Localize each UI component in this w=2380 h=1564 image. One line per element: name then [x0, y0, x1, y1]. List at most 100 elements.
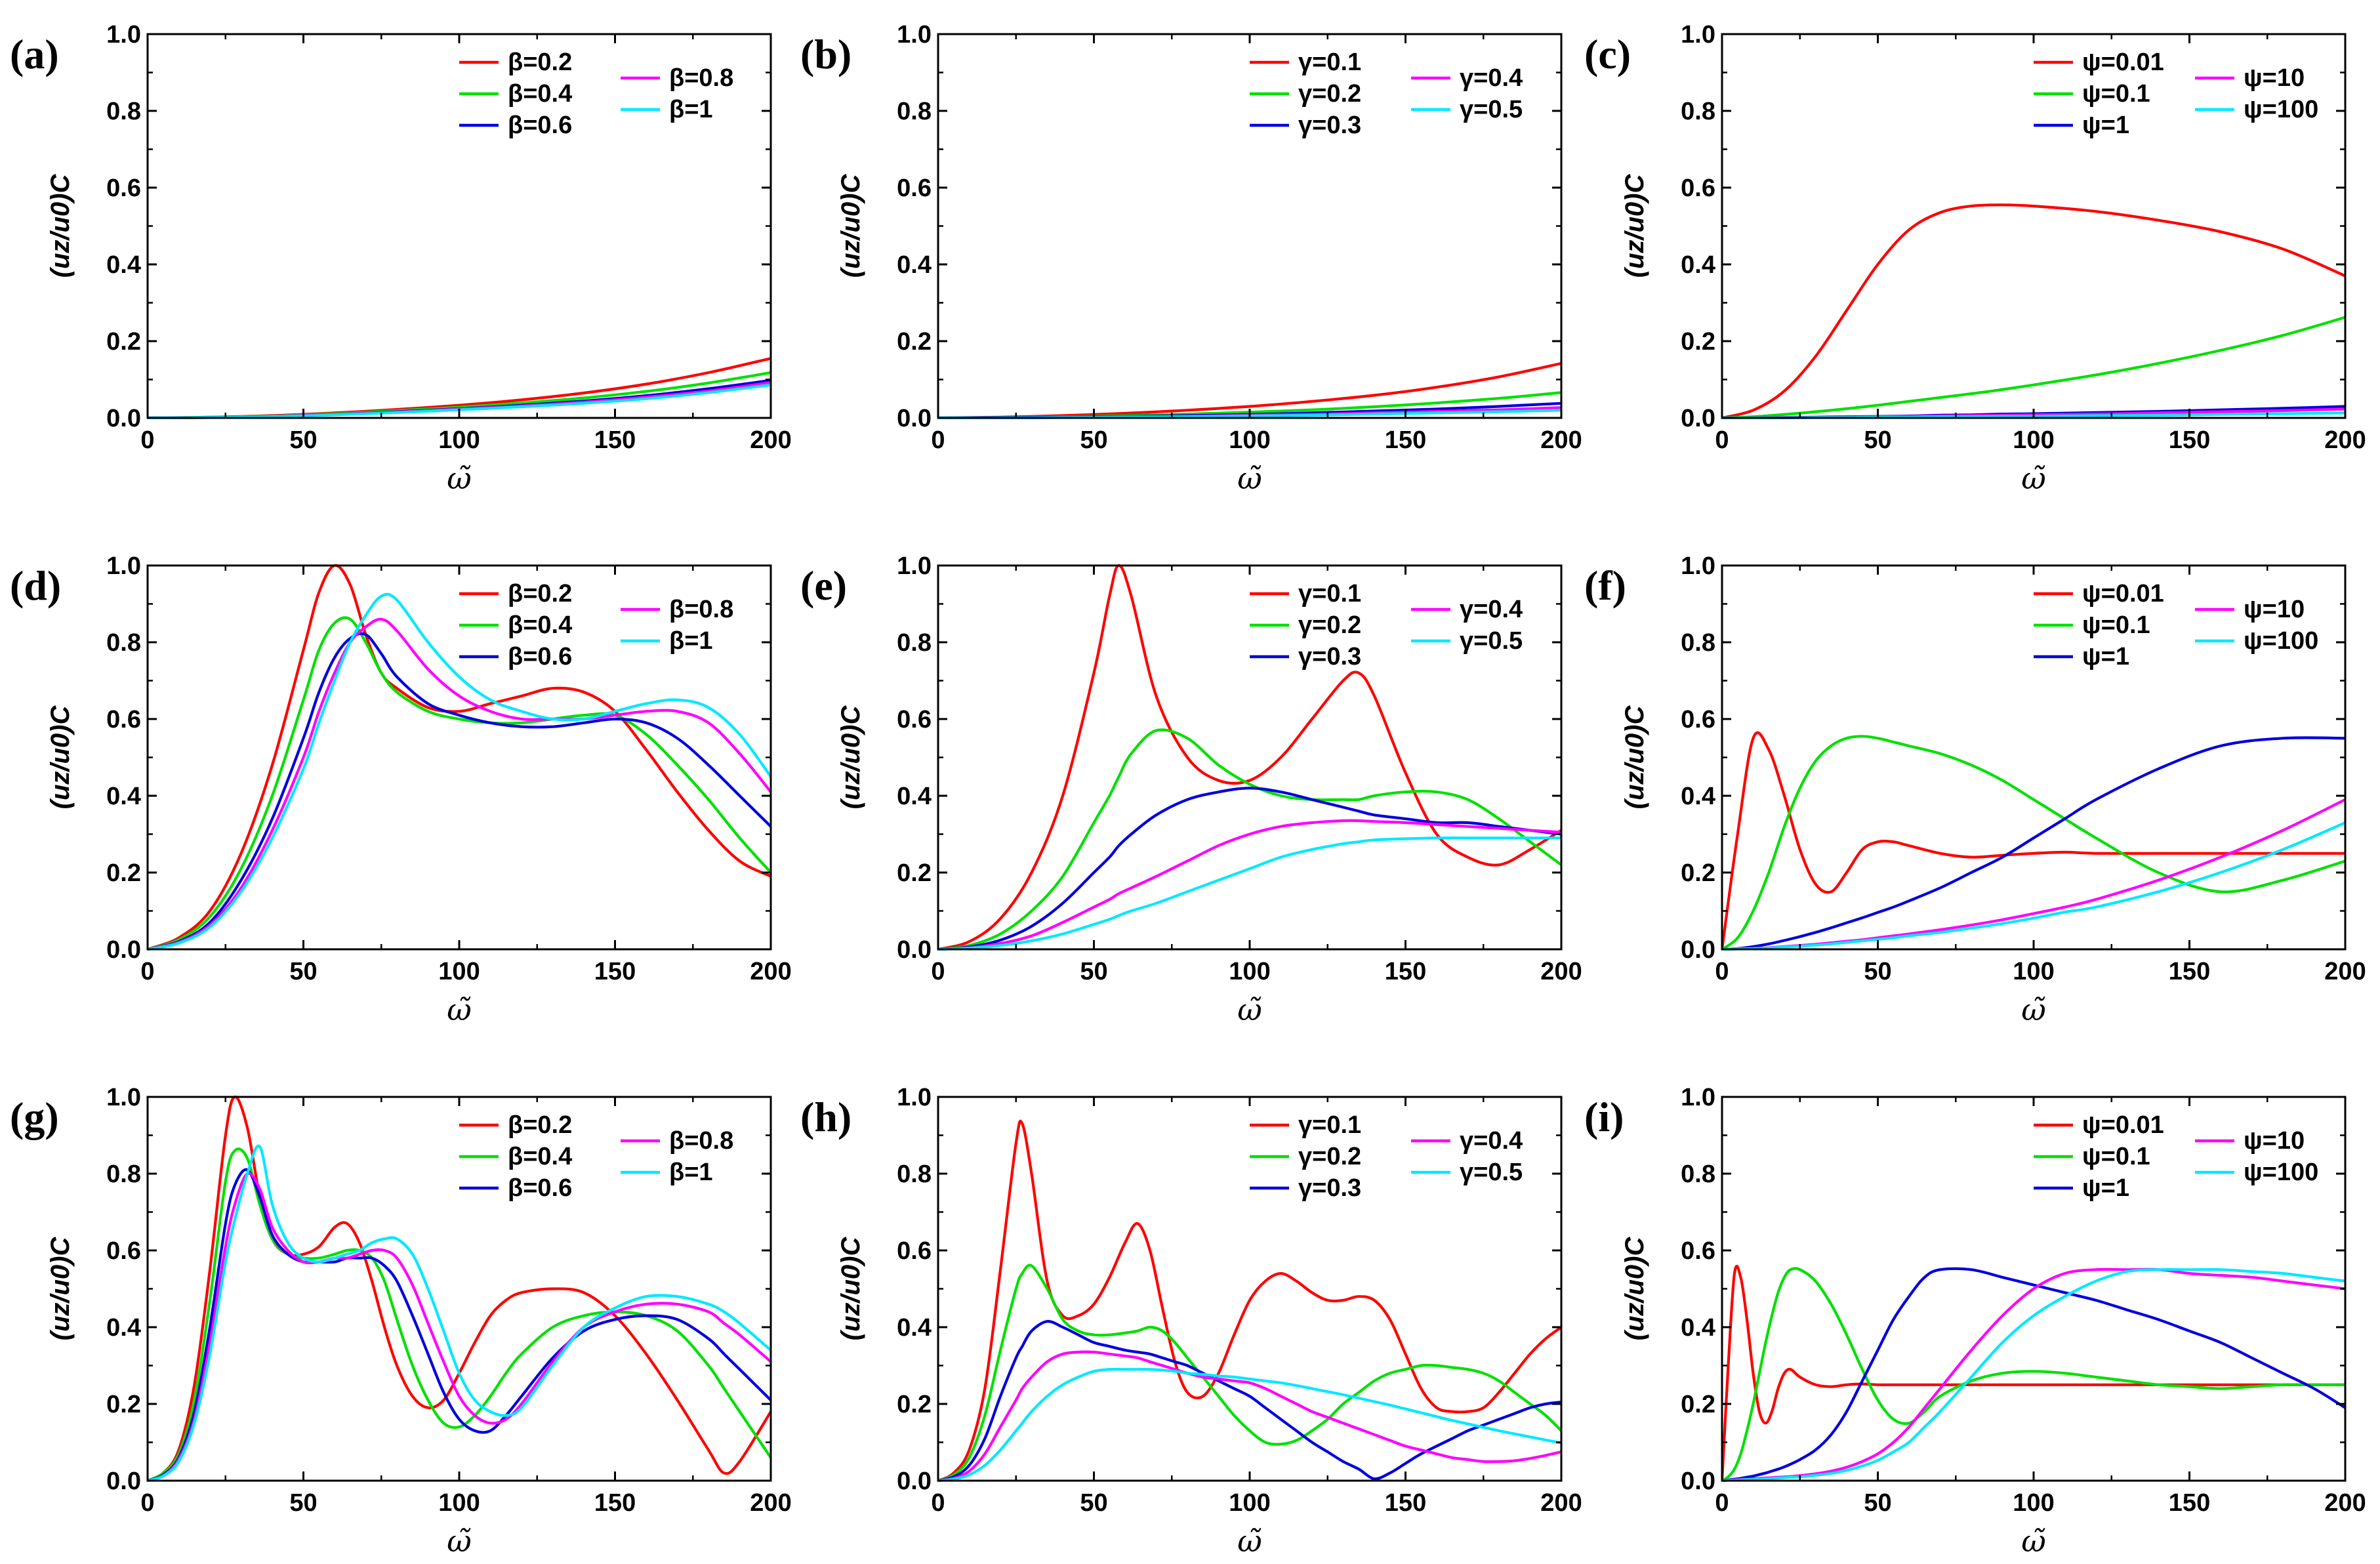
x-tick-label: 150	[594, 1489, 636, 1517]
legend-entry: ψ=100	[2244, 96, 2318, 123]
panel-b: 0 50 100 150 200 0.0 0.2 0.4 0.6 0.8 1.0 ω̃ (uz/u0)C…	[800, 21, 1582, 496]
legend-entry: ψ=1	[2082, 112, 2129, 139]
panel-label: (c)	[1584, 31, 1631, 77]
y-tick-label: 0.0	[106, 405, 141, 432]
y-tick-label: 0.8	[897, 98, 932, 125]
series-line-4	[938, 1350, 1561, 1482]
x-tick-label: 200	[1540, 426, 1582, 454]
y-tick-label: 0.6	[106, 175, 141, 202]
x-tick-label: 150	[1385, 958, 1426, 985]
y-tick-label: 0.0	[1681, 1468, 1715, 1495]
panel-label: (a)	[10, 31, 59, 77]
panel-label: (e)	[800, 562, 847, 609]
y-tick-label: 0.6	[1681, 1237, 1715, 1265]
series-line-1	[1722, 203, 2345, 419]
x-tick-label: 50	[289, 1489, 317, 1517]
y-tick-label: 0.2	[1681, 859, 1715, 887]
y-tick-label: 1.0	[106, 552, 141, 580]
y-tick-label: 0.6	[897, 706, 932, 733]
x-tick-label: 150	[1385, 426, 1426, 454]
legend-entry: β=0.4	[508, 80, 572, 108]
x-tick-label: 100	[2013, 426, 2054, 454]
series-line-5	[148, 1144, 771, 1482]
series-line-4	[148, 617, 771, 951]
x-tick-label: 100	[2013, 1489, 2054, 1517]
legend-entry: γ=0.4	[1460, 596, 1523, 623]
x-tick-label: 200	[750, 426, 791, 454]
legend-entry: ψ=100	[2244, 627, 2318, 655]
series-line-2	[1722, 316, 2345, 419]
x-tick-label: 150	[2169, 1489, 2210, 1517]
x-axis-label: ω̃	[2021, 1523, 2046, 1559]
legend-entry: β=0.8	[669, 64, 733, 92]
panel-label: (f)	[1584, 562, 1626, 609]
panel-e: 0 50 100 150 200 0.0 0.2 0.4 0.6 0.8 1.0 ω̃ (uz/u0)C…	[800, 552, 1582, 1027]
y-axis-label: (uz/u0)C	[46, 174, 75, 278]
x-tick-label: 150	[2169, 958, 2210, 985]
x-tick-label: 0	[140, 1489, 154, 1517]
x-tick-label: 50	[1080, 958, 1107, 985]
y-tick-label: 0.6	[106, 706, 141, 733]
x-tick-label: 50	[1864, 426, 1891, 454]
series-line-1	[1722, 731, 2345, 950]
y-axis-label: (uz/u0)C	[46, 705, 75, 810]
x-tick-label: 50	[289, 426, 317, 454]
panel-label: (h)	[800, 1094, 851, 1140]
y-tick-label: 0.4	[106, 1314, 141, 1342]
x-tick-label: 100	[438, 958, 480, 985]
x-tick-label: 0	[931, 426, 945, 454]
x-tick-label: 200	[1540, 1489, 1582, 1517]
panel-i: 0 50 100 150 200 0.0 0.2 0.4 0.6 0.8 1.0 ω̃ (uz/u0)C…	[1584, 1084, 2366, 1559]
legend-entry: ψ=0.1	[2082, 80, 2150, 108]
series-line-5	[938, 1368, 1561, 1482]
x-tick-label: 50	[1864, 1489, 1891, 1517]
series-line-3	[1722, 1267, 2345, 1482]
y-tick-label: 0.2	[106, 328, 141, 356]
y-tick-label: 0.8	[897, 629, 932, 657]
legend-entry: β=1	[669, 96, 713, 123]
x-tick-label: 0	[1715, 1489, 1729, 1517]
y-tick-label: 0.0	[897, 405, 932, 432]
legend-entry: β=0.8	[669, 596, 733, 623]
x-tick-label: 200	[1540, 958, 1582, 985]
legend-entry: β=0.8	[669, 1127, 733, 1155]
x-tick-label: 200	[750, 958, 791, 985]
panel-label: (i)	[1584, 1094, 1624, 1140]
series-line-3	[148, 632, 771, 951]
series-line-3	[148, 1168, 771, 1482]
series-line-4	[1722, 798, 2345, 951]
legend-entry: ψ=0.1	[2082, 1143, 2150, 1170]
y-tick-label: 0.2	[897, 1391, 932, 1418]
legend-entry: β=0.4	[508, 1143, 572, 1170]
legend-entry: γ=0.3	[1298, 112, 1361, 139]
y-tick-label: 0.0	[106, 936, 141, 964]
x-tick-label: 0	[140, 958, 154, 985]
x-axis-label: ω̃	[447, 992, 472, 1027]
series-line-3	[1722, 736, 2345, 951]
y-tick-label: 0.4	[1681, 251, 1715, 279]
y-tick-label: 1.0	[106, 21, 141, 49]
legend-entry: γ=0.2	[1298, 1143, 1361, 1170]
legend-entry: β=1	[669, 1159, 713, 1186]
panel-d: 0 50 100 150 200 0.0 0.2 0.4 0.6 0.8 1.0 ω̃ (uz/u0)C…	[10, 552, 792, 1027]
x-tick-label: 0	[931, 958, 945, 985]
legend-entry: γ=0.5	[1460, 627, 1523, 655]
legend-entry: ψ=100	[2244, 1159, 2318, 1186]
legend-entry: γ=0.4	[1460, 1127, 1523, 1155]
y-tick-label: 0.6	[897, 1237, 932, 1265]
y-axis-label: (uz/u0)C	[1620, 1237, 1649, 1341]
x-tick-label: 0	[140, 426, 154, 454]
legend-entry: ψ=1	[2082, 1174, 2129, 1202]
legend-entry: β=0.2	[508, 1111, 572, 1139]
series-line-1	[148, 1096, 771, 1482]
y-tick-label: 1.0	[897, 1084, 932, 1111]
x-tick-label: 100	[2013, 958, 2054, 985]
y-tick-label: 0.6	[897, 175, 932, 202]
panel-h: 0 50 100 150 200 0.0 0.2 0.4 0.6 0.8 1.0 ω̃ (uz/u0)C…	[800, 1084, 1582, 1559]
y-tick-label: 0.2	[897, 328, 932, 356]
series-line-4	[938, 819, 1561, 951]
y-tick-label: 0.2	[1681, 328, 1715, 356]
y-tick-label: 0.2	[106, 859, 141, 887]
x-tick-label: 0	[1715, 958, 1729, 985]
y-tick-label: 0.4	[897, 251, 932, 279]
